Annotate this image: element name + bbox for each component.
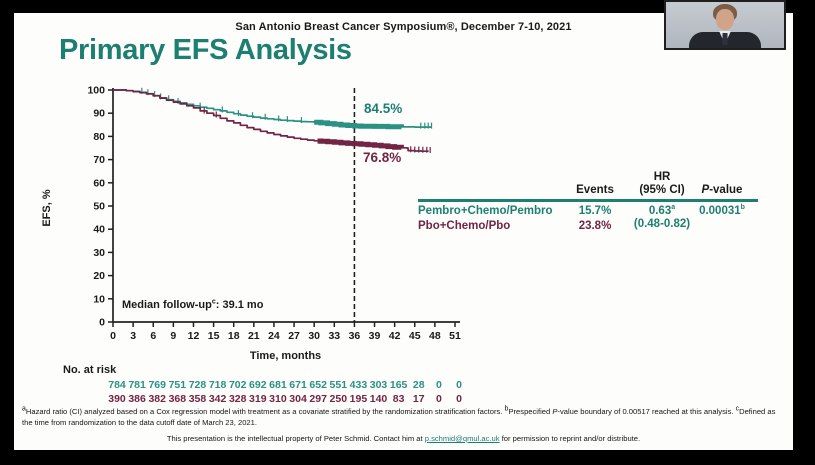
risk-count: 304: [289, 393, 307, 405]
x-tick-label: 24: [268, 330, 280, 342]
contact-email-link[interactable]: p.schmid@qmul.ac.uk: [424, 434, 500, 443]
presenter-face: [716, 9, 734, 30]
risk-count: 165: [390, 379, 408, 391]
risk-count: 310: [269, 393, 287, 405]
risk-count: 718: [209, 379, 227, 391]
conference-header: San Antonio Breast Cancer Symposium®, De…: [235, 21, 572, 33]
x-tick-label: 21: [248, 330, 260, 342]
y-tick-label: 100: [87, 85, 105, 97]
x-tick-label: 48: [429, 330, 441, 342]
x-tick-label: 45: [409, 330, 421, 342]
risk-count: 551: [330, 379, 348, 391]
x-tick-label: 9: [170, 330, 176, 342]
risk-count: 17: [413, 393, 425, 405]
y-tick-label: 60: [93, 177, 105, 189]
km-curve-censor-band-pembro: [314, 119, 404, 130]
copyright-contact-line: This presentation is the intellectual pr…: [166, 434, 641, 443]
risk-count: 368: [169, 393, 187, 405]
slide-title: Primary EFS Analysis: [59, 34, 352, 66]
footnote-text: aHazard ratio (CI) analyzed based on a C…: [22, 405, 776, 428]
x-tick-label: 36: [349, 330, 361, 342]
y-tick-label: 20: [93, 270, 105, 282]
risk-count: 728: [189, 379, 207, 391]
risk-count: 433: [350, 379, 368, 391]
risk-count: 382: [148, 393, 166, 405]
risk-count: 358: [189, 393, 207, 405]
risk-count: 342: [209, 393, 227, 405]
y-tick-label: 10: [93, 293, 105, 305]
x-tick-label: 27: [288, 330, 300, 342]
y-tick-label: 50: [93, 201, 105, 213]
x-tick-label: 39: [369, 330, 381, 342]
risk-count: 692: [249, 379, 267, 391]
table-hr-confidence-interval: (0.48-0.82): [633, 218, 691, 230]
y-tick-label: 90: [93, 108, 105, 120]
y-tick-label: 40: [93, 224, 105, 236]
table-header-rule: [418, 199, 758, 202]
risk-count: 781: [128, 379, 146, 391]
risk-count: 671: [289, 379, 307, 391]
risk-count: 303: [370, 379, 388, 391]
x-tick-label: 3: [130, 330, 136, 342]
table-row-pembro-pvalue: 0.00031b: [699, 204, 745, 217]
risk-count: 0: [456, 393, 462, 405]
landmark-label-pembro: 84.5%: [364, 101, 403, 116]
presenter-webcam[interactable]: [664, 0, 786, 50]
median-pre: Median follow-up: [122, 299, 212, 311]
y-axis-title: EFS, %: [41, 189, 53, 227]
risk-count: 0: [456, 379, 462, 391]
risk-count: 681: [269, 379, 287, 391]
y-tick-label: 70: [93, 154, 105, 166]
risk-count: 28: [413, 379, 425, 391]
x-tick-label: 33: [328, 330, 340, 342]
median-post: : 39.1 mo: [215, 299, 264, 311]
table-header-events: Events: [576, 184, 614, 196]
median-sup: c: [211, 298, 216, 306]
km-curve-censor-band-pbo: [317, 138, 404, 150]
x-tick-label: 15: [208, 330, 220, 342]
x-tick-label: 0: [110, 330, 116, 342]
x-axis-title: Time, months: [249, 350, 322, 362]
risk-count: 390: [108, 393, 126, 405]
risk-count: 386: [128, 393, 146, 405]
table-row-pbo-label: Pbo+Chemo/Pbo: [418, 220, 511, 232]
risk-count: 83: [393, 393, 405, 405]
risk-count: 702: [229, 379, 247, 391]
landmark-label-pbo: 76.8%: [363, 150, 402, 165]
risk-count: 0: [436, 379, 442, 391]
risk-count: 140: [370, 393, 388, 405]
risk-count: 328: [229, 393, 247, 405]
median-followup-note: Median follow-upc: 39.1 mo: [122, 298, 264, 311]
table-row-pembro-label: Pembro+Chemo/Pembro: [418, 205, 553, 217]
risk-count: 652: [309, 379, 327, 391]
table-header-pvalue: P-value: [701, 184, 743, 196]
y-tick-label: 30: [93, 247, 105, 259]
no-at-risk-label: No. at risk: [63, 364, 117, 376]
table-row-pbo-events: 23.8%: [578, 220, 612, 232]
risk-count: 297: [309, 393, 327, 405]
risk-count: 319: [249, 393, 267, 405]
table-row-pembro-hr: 0.63a: [648, 204, 676, 217]
x-tick-label: 18: [228, 330, 240, 342]
risk-count: 195: [350, 393, 368, 405]
table-row-pembro-events: 15.7%: [578, 205, 612, 217]
risk-count: 769: [148, 379, 166, 391]
x-tick-label: 42: [389, 330, 401, 342]
table-header-hr-ci: (95% CI): [639, 184, 685, 196]
table-header-hr: HR: [653, 171, 671, 183]
risk-count: 784: [108, 379, 126, 391]
y-tick-label: 0: [99, 317, 105, 329]
x-tick-label: 6: [150, 330, 156, 342]
x-tick-label: 12: [188, 330, 200, 342]
x-tick-label: 30: [308, 330, 320, 342]
risk-count: 751: [169, 379, 187, 391]
presenter-tie: [722, 33, 728, 45]
risk-count: 0: [436, 393, 442, 405]
x-tick-label: 51: [449, 330, 461, 342]
presentation-slide: San Antonio Breast Cancer Symposium®, De…: [14, 13, 793, 450]
y-tick-label: 80: [93, 131, 105, 143]
risk-count: 250: [330, 393, 348, 405]
